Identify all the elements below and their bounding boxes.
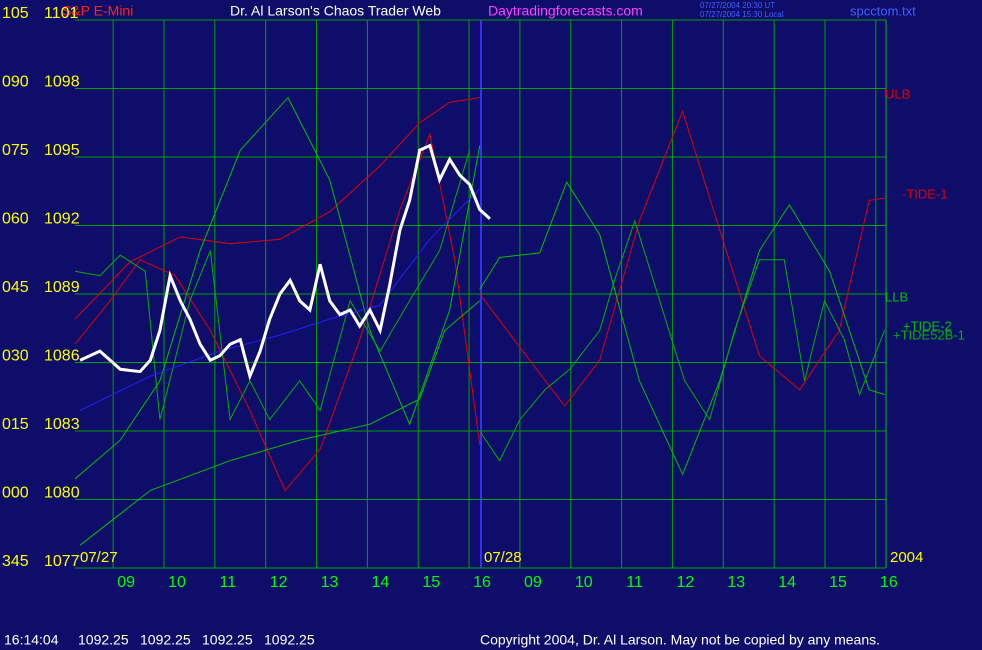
y-tick-label: 1101 [44,5,79,22]
y-tick-label: 1092 [44,211,80,228]
series-label: LLB [885,289,908,304]
y2-tick-label: 030 [2,348,29,365]
plot [74,19,887,569]
y-tick-label: 1083 [44,416,80,433]
chart-title: S&P E-Mini [62,3,133,19]
x-tick-label: 14 [778,574,796,591]
x-tick-label: 13 [727,574,745,591]
y2-tick-label: 345 [2,553,29,570]
y2-tick-label: 000 [2,485,29,502]
y-tick-label: 1086 [44,348,80,365]
y2-tick-label: 045 [2,279,29,296]
x-tick-label: 15 [829,574,847,591]
y-tick-label: 1080 [44,485,80,502]
y-tick-label: 1089 [44,279,80,296]
site-title: Dr. Al Larson's Chaos Trader Web [230,3,441,19]
stamp-ut: 07/27/2004 20:30 UT [700,1,775,10]
x-tick-label: 16 [880,574,898,591]
series-line [74,132,481,492]
y2-tick-label: 105 [2,5,29,22]
series-line [79,300,481,546]
x-tick-label: 12 [677,574,695,591]
date-label: 07/28 [484,549,522,566]
series-line [479,180,885,476]
stamp-local: 07/27/2004 15:30 Local [700,10,784,19]
series-label: -TIDE-1 [902,186,948,201]
x-tick-label: 10 [575,574,593,591]
x-tick-label: 13 [321,574,339,591]
status-value: 1092.25 [78,632,129,648]
x-tick-label: 15 [422,574,440,591]
series-line [479,219,885,462]
date-label: 2004 [890,549,923,566]
y2-tick-label: 075 [2,142,29,159]
x-tick-label: 09 [524,574,542,591]
series-label: +TIDE52B-1 [893,327,965,342]
x-tick-label: 10 [168,574,186,591]
y2-tick-label: 015 [2,416,29,433]
series-line [479,109,885,407]
y-tick-label: 1095 [44,142,80,159]
series-line [74,97,480,320]
series-line [74,96,481,480]
site-url: Daytradingforecasts.com [488,3,643,19]
y2-tick-label: 060 [2,211,29,228]
y-tick-label: 1077 [44,553,80,570]
date-label: 07/27 [80,549,118,566]
x-tick-label: 09 [117,574,135,591]
status-time: 16:14:04 [4,632,59,648]
series-line [79,188,481,411]
x-tick-label: 11 [220,574,237,591]
series-label: +TIDE-2 [903,318,952,333]
series-line [79,143,491,381]
y2-tick-label: 090 [2,74,29,91]
status-value: 1092.25 [264,632,315,648]
copyright: Copyright 2004, Dr. Al Larson. May not b… [480,632,880,648]
series-line [74,150,471,422]
x-tick-label: 11 [626,574,643,591]
x-tick-label: 12 [270,574,288,591]
status-value: 1092.25 [202,632,253,648]
x-tick-label: 14 [371,574,389,591]
series-label: ULB [885,86,910,101]
status-value: 1092.25 [140,632,191,648]
file-name: spcctom.txt [850,3,916,18]
x-tick-label: 16 [473,574,491,591]
y-tick-label: 1098 [44,74,80,91]
